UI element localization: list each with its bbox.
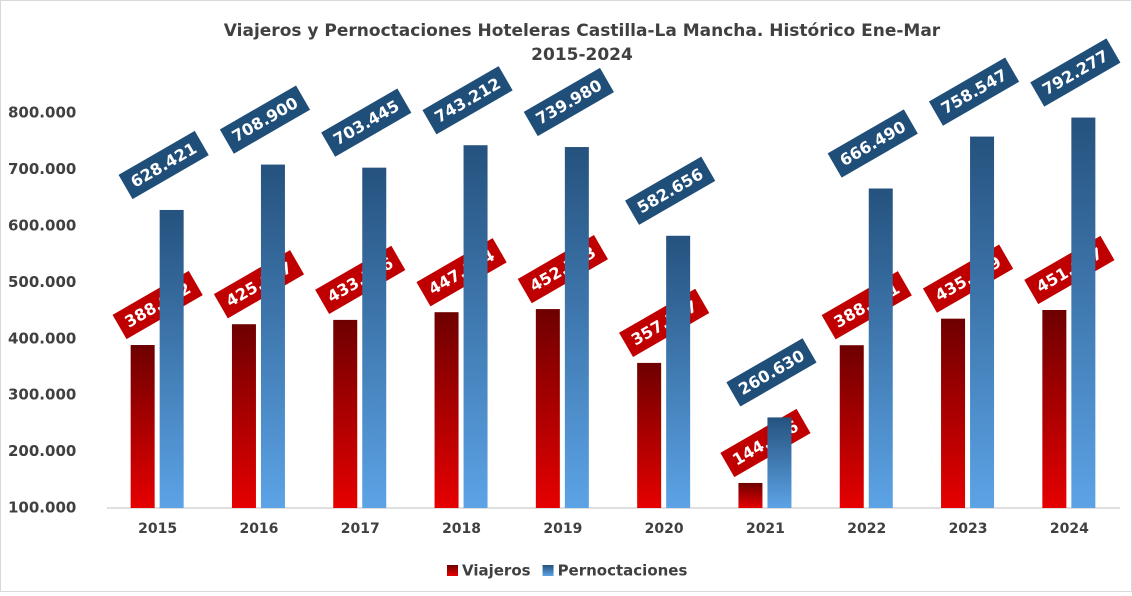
bar	[666, 235, 691, 508]
y-tick-label: 500.000	[8, 273, 76, 291]
bar	[637, 362, 662, 508]
data-label-box	[219, 85, 311, 154]
data-label-box	[1030, 38, 1121, 107]
y-tick-label: 600.000	[8, 217, 76, 235]
y-tick-label: 800.000	[8, 104, 76, 122]
x-tick-label: 2015	[138, 521, 177, 537]
legend-swatch	[542, 565, 554, 576]
bar	[535, 309, 560, 508]
bar	[362, 167, 387, 508]
y-tick-label: 400.000	[8, 329, 76, 347]
x-tick-label: 2019	[543, 521, 582, 537]
bar	[231, 324, 256, 508]
x-tick-label: 2017	[341, 521, 380, 537]
y-tick-label: 700.000	[8, 160, 76, 178]
bar	[941, 318, 966, 508]
data-label-box	[625, 156, 716, 225]
bar	[868, 188, 893, 508]
x-tick-label: 2023	[949, 521, 988, 537]
bar	[738, 482, 763, 508]
y-tick-label: 300.000	[8, 386, 76, 404]
bar	[1071, 117, 1096, 508]
data-label-box	[928, 57, 1020, 126]
chart-title: Viajeros y Pernoctaciones Hoteleras Cast…	[224, 21, 941, 41]
bar	[1042, 309, 1067, 508]
bar	[260, 164, 285, 509]
data-label-box	[321, 88, 412, 157]
bar	[333, 319, 358, 508]
legend-label: Pernoctaciones	[558, 562, 688, 580]
bar	[564, 147, 589, 509]
data-label-box	[422, 66, 513, 135]
x-tick-label: 2024	[1050, 521, 1089, 537]
x-tick-label: 2020	[645, 521, 684, 537]
data-label-box	[726, 338, 817, 407]
bar	[434, 312, 459, 508]
x-tick-label: 2022	[847, 521, 886, 537]
x-tick-label: 2021	[746, 521, 785, 537]
legend-swatch	[447, 565, 458, 576]
bar	[767, 417, 792, 508]
legend-label: Viajeros	[462, 562, 531, 580]
bar	[839, 345, 864, 508]
data-label-box	[523, 67, 614, 137]
x-tick-label: 2018	[442, 521, 481, 537]
x-tick-label: 2016	[239, 521, 278, 537]
chart-title: 2015-2024	[531, 45, 633, 65]
bar	[130, 345, 155, 508]
bar	[159, 209, 184, 508]
bar	[970, 136, 995, 508]
bar	[463, 145, 488, 508]
data-label-box	[118, 130, 209, 200]
y-tick-label: 200.000	[8, 442, 76, 460]
y-tick-label: 100.000	[8, 499, 76, 517]
data-label-box	[827, 109, 918, 178]
